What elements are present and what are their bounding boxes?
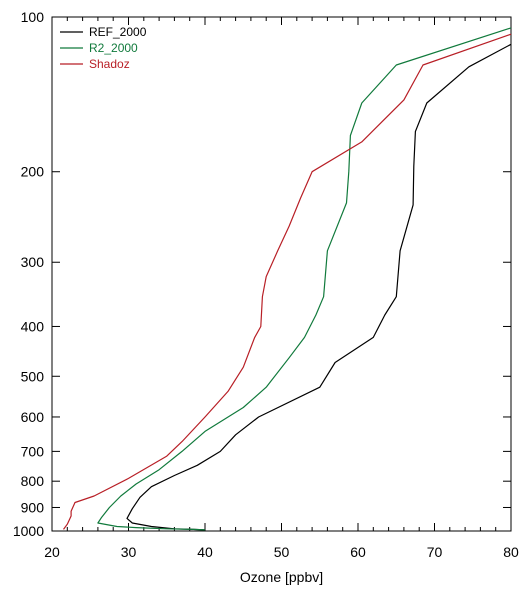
- legend: REF_2000 R2_2000 Shadoz: [60, 25, 147, 71]
- y-tick-label: 700: [21, 443, 45, 459]
- series-line-r2-2000: [97, 27, 512, 531]
- y-tick-label: 900: [21, 499, 45, 515]
- series-line-shadoz: [63, 33, 512, 530]
- y-tick-label: 500: [21, 368, 45, 384]
- legend-label: Shadoz: [89, 57, 130, 71]
- axis-ticks: 20 30 40 50 60 70 80 100 200 300 400 500 600 700 800 90…: [13, 9, 519, 560]
- y-tick-label: 600: [21, 409, 45, 425]
- x-tick-label: 60: [350, 544, 366, 560]
- x-tick-label: 70: [427, 544, 443, 560]
- x-tick-label: 40: [197, 544, 213, 560]
- legend-label: REF_2000: [89, 25, 147, 39]
- series-layer: [63, 27, 512, 531]
- y-tick-label: 300: [21, 254, 45, 270]
- x-tick-label: 50: [274, 544, 290, 560]
- y-tick-label: 800: [21, 473, 45, 489]
- series-line-ref-2000: [126, 43, 512, 531]
- legend-label: R2_2000: [89, 41, 138, 55]
- x-tick-label: 30: [121, 544, 137, 560]
- x-tick-label: 20: [44, 544, 60, 560]
- y-tick-label: 200: [21, 164, 45, 180]
- y-tick-label: 1000: [13, 523, 44, 539]
- y-tick-label: 100: [21, 9, 45, 25]
- x-axis-title: Ozone [ppbv]: [240, 569, 323, 585]
- x-tick-label: 80: [503, 544, 519, 560]
- y-tick-label: 400: [21, 318, 45, 334]
